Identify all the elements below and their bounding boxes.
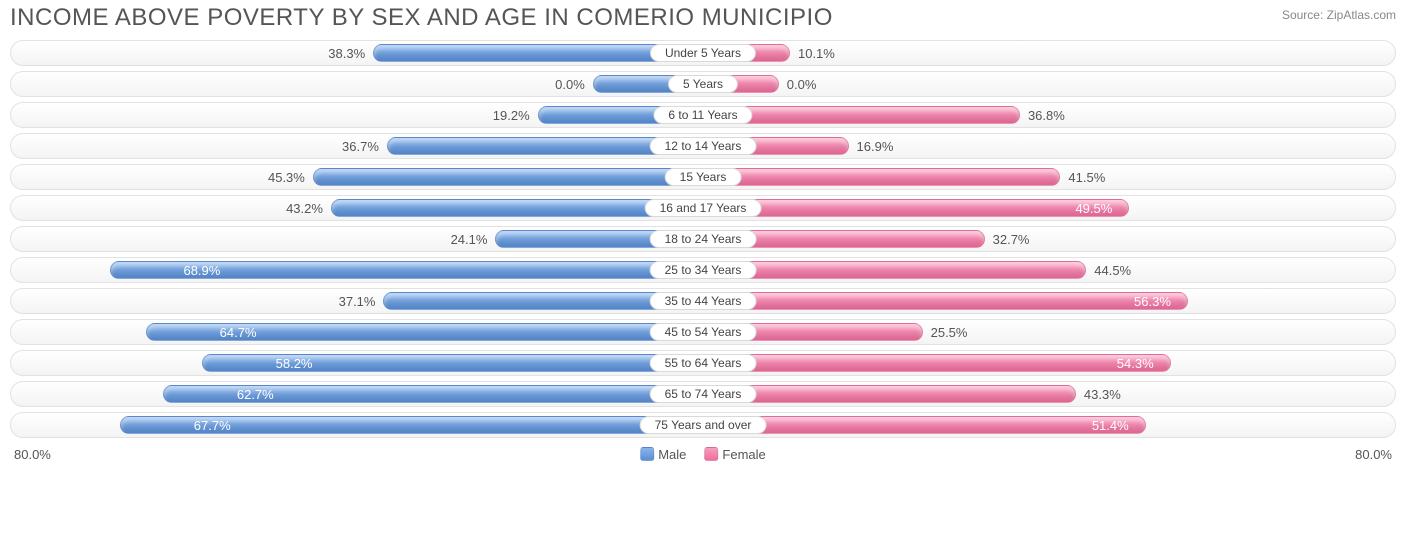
table-row: 62.7% 43.3% 65 to 74 Years	[10, 381, 1396, 407]
chart-container: INCOME ABOVE POVERTY BY SEX AND AGE IN C…	[0, 0, 1406, 472]
female-bar	[703, 168, 1060, 186]
male-value-label: 68.9%	[173, 258, 230, 284]
table-row: 38.3% 10.1% Under 5 Years	[10, 40, 1396, 66]
male-value-label: 58.2%	[266, 351, 323, 377]
category-pill: 75 Years and over	[640, 416, 767, 434]
table-row: 64.7% 25.5% 45 to 54 Years	[10, 319, 1396, 345]
male-bar	[313, 168, 703, 186]
female-value-label: 32.7%	[993, 227, 1030, 253]
female-bar	[703, 292, 1188, 310]
male-value-label: 19.2%	[493, 103, 530, 129]
table-row: 58.2% 54.3% 55 to 64 Years	[10, 350, 1396, 376]
table-row: 37.1% 56.3% 35 to 44 Years	[10, 288, 1396, 314]
female-value-label: 10.1%	[798, 41, 835, 67]
category-pill: 5 Years	[668, 75, 738, 93]
male-value-label: 36.7%	[342, 134, 379, 160]
category-pill: 65 to 74 Years	[650, 385, 757, 403]
chart-title: INCOME ABOVE POVERTY BY SEX AND AGE IN C…	[10, 4, 833, 32]
legend-male: Male	[640, 447, 686, 462]
category-pill: Under 5 Years	[650, 44, 756, 62]
female-bar	[703, 354, 1171, 372]
category-pill: 15 Years	[665, 168, 742, 186]
chart-footer: 80.0% Male Female 80.0%	[10, 444, 1396, 464]
male-swatch-icon	[640, 447, 654, 461]
female-value-label: 51.4%	[1082, 413, 1139, 439]
female-bar	[703, 416, 1146, 434]
female-value-label: 56.3%	[1124, 289, 1181, 315]
table-row: 24.1% 32.7% 18 to 24 Years	[10, 226, 1396, 252]
legend-male-label: Male	[658, 447, 686, 462]
female-value-label: 0.0%	[787, 72, 817, 98]
female-value-label: 16.9%	[857, 134, 894, 160]
chart-rows: 38.3% 10.1% Under 5 Years 0.0% 0.0% 5 Years 19…	[10, 40, 1396, 438]
category-pill: 25 to 34 Years	[650, 261, 757, 279]
male-value-label: 38.3%	[328, 41, 365, 67]
legend-female: Female	[704, 447, 765, 462]
source-attribution: Source: ZipAtlas.com	[1282, 8, 1396, 22]
male-value-label: 62.7%	[227, 382, 284, 408]
legend: Male Female	[640, 447, 766, 462]
table-row: 68.9% 44.5% 25 to 34 Years	[10, 257, 1396, 283]
category-pill: 55 to 64 Years	[650, 354, 757, 372]
male-value-label: 0.0%	[555, 72, 585, 98]
category-pill: 12 to 14 Years	[650, 137, 757, 155]
category-pill: 45 to 54 Years	[650, 323, 757, 341]
female-value-label: 41.5%	[1068, 165, 1105, 191]
table-row: 19.2% 36.8% 6 to 11 Years	[10, 102, 1396, 128]
female-value-label: 49.5%	[1065, 196, 1122, 222]
table-row: 0.0% 0.0% 5 Years	[10, 71, 1396, 97]
female-value-label: 54.3%	[1107, 351, 1164, 377]
axis-max-right: 80.0%	[1355, 447, 1392, 462]
female-value-label: 25.5%	[931, 320, 968, 346]
female-bar	[703, 385, 1076, 403]
female-value-label: 44.5%	[1094, 258, 1131, 284]
male-value-label: 37.1%	[339, 289, 376, 315]
female-bar	[703, 261, 1086, 279]
male-value-label: 24.1%	[451, 227, 488, 253]
male-value-label: 67.7%	[184, 413, 241, 439]
category-pill: 18 to 24 Years	[650, 230, 757, 248]
male-value-label: 45.3%	[268, 165, 305, 191]
category-pill: 16 and 17 Years	[645, 199, 762, 217]
header: INCOME ABOVE POVERTY BY SEX AND AGE IN C…	[10, 4, 1396, 32]
table-row: 36.7% 16.9% 12 to 14 Years	[10, 133, 1396, 159]
category-pill: 35 to 44 Years	[650, 292, 757, 310]
male-value-label: 43.2%	[286, 196, 323, 222]
female-value-label: 43.3%	[1084, 382, 1121, 408]
female-value-label: 36.8%	[1028, 103, 1065, 129]
table-row: 45.3% 41.5% 15 Years	[10, 164, 1396, 190]
legend-female-label: Female	[722, 447, 765, 462]
male-value-label: 64.7%	[210, 320, 267, 346]
table-row: 67.7% 51.4% 75 Years and over	[10, 412, 1396, 438]
axis-max-left: 80.0%	[14, 447, 51, 462]
table-row: 43.2% 49.5% 16 and 17 Years	[10, 195, 1396, 221]
female-swatch-icon	[704, 447, 718, 461]
category-pill: 6 to 11 Years	[653, 106, 752, 124]
